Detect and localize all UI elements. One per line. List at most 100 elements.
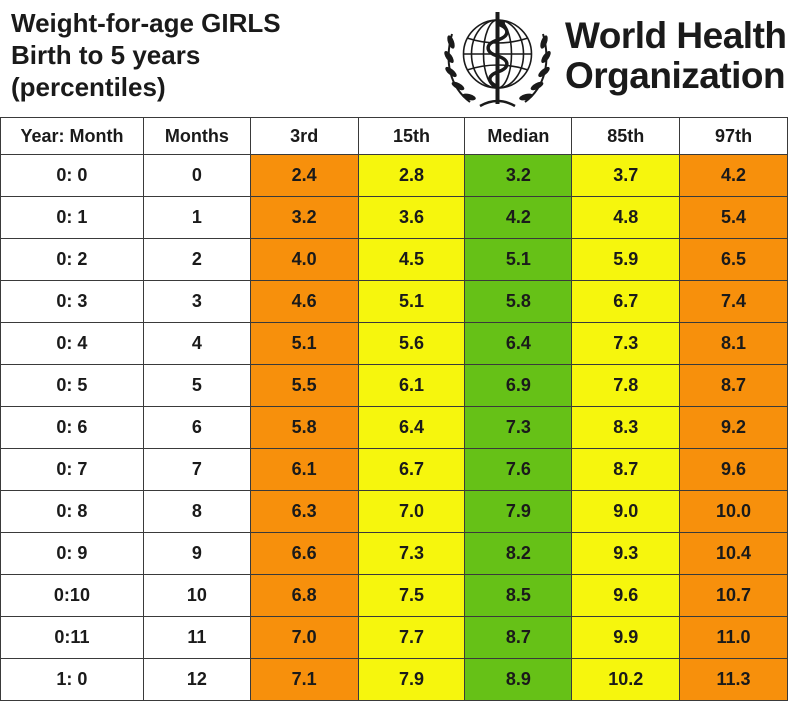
table-row: 0: 7 7 6.1 6.7 7.6 8.7 9.6	[0, 448, 788, 491]
column-header-year-month: Year: Month	[0, 117, 144, 155]
months-cell: 6	[142, 406, 251, 449]
p97-cell: 8.1	[679, 322, 788, 365]
title-line-3: (percentiles)	[11, 72, 166, 102]
p3-cell: 4.6	[249, 280, 359, 323]
median-cell: 4.2	[464, 196, 573, 239]
page-header: Weight-for-age GIRLS Birth to 5 years (p…	[0, 0, 788, 120]
p97-cell: 9.2	[679, 406, 788, 449]
p3-cell: 6.1	[249, 448, 359, 491]
who-emblem-icon	[444, 12, 551, 108]
year-month-cell: 0:11	[0, 616, 144, 659]
p15-cell: 7.0	[357, 490, 466, 533]
table-row: 0: 1 1 3.2 3.6 4.2 4.8 5.4	[0, 196, 788, 239]
p97-cell: 11.0	[679, 616, 788, 659]
p15-cell: 7.5	[357, 574, 466, 617]
p97-cell: 6.5	[679, 238, 788, 281]
p85-cell: 10.2	[571, 658, 681, 701]
p3-cell: 6.3	[249, 490, 359, 533]
p3-cell: 5.5	[249, 364, 359, 407]
p85-cell: 9.6	[571, 574, 681, 617]
table-row: 0: 2 2 4.0 4.5 5.1 5.9 6.5	[0, 238, 788, 281]
year-month-cell: 0: 4	[0, 322, 144, 365]
p15-cell: 6.7	[357, 448, 466, 491]
months-cell: 1	[142, 196, 251, 239]
months-cell: 7	[142, 448, 251, 491]
chart-title: Weight-for-age GIRLS Birth to 5 years (p…	[11, 7, 281, 103]
p97-cell: 11.3	[679, 658, 788, 701]
months-cell: 8	[142, 490, 251, 533]
p97-cell: 10.7	[679, 574, 788, 617]
median-cell: 8.2	[464, 532, 573, 575]
months-cell: 9	[142, 532, 251, 575]
p97-cell: 7.4	[679, 280, 788, 323]
p3-cell: 5.1	[249, 322, 359, 365]
year-month-cell: 0:10	[0, 574, 144, 617]
p15-cell: 6.1	[357, 364, 466, 407]
p3-cell: 5.8	[249, 406, 359, 449]
year-month-cell: 0: 3	[0, 280, 144, 323]
year-month-cell: 0: 2	[0, 238, 144, 281]
column-header-85th: 85th	[571, 117, 681, 155]
p85-cell: 7.8	[571, 364, 681, 407]
p15-cell: 2.8	[357, 154, 466, 197]
p3-cell: 3.2	[249, 196, 359, 239]
median-cell: 8.7	[464, 616, 573, 659]
table-row: 1: 0 12 7.1 7.9 8.9 10.2 11.3	[0, 658, 788, 701]
months-cell: 10	[142, 574, 251, 617]
months-cell: 12	[142, 658, 251, 701]
org-line-1: World Health	[565, 15, 787, 56]
column-header-15th: 15th	[357, 117, 466, 155]
p97-cell: 10.0	[679, 490, 788, 533]
table-row: 0: 9 9 6.6 7.3 8.2 9.3 10.4	[0, 532, 788, 575]
p97-cell: 9.6	[679, 448, 788, 491]
p3-cell: 6.8	[249, 574, 359, 617]
median-cell: 8.9	[464, 658, 573, 701]
p85-cell: 9.9	[571, 616, 681, 659]
year-month-cell: 0: 9	[0, 532, 144, 575]
p3-cell: 7.1	[249, 658, 359, 701]
column-header-median: Median	[464, 117, 573, 155]
months-cell: 2	[142, 238, 251, 281]
median-cell: 3.2	[464, 154, 573, 197]
table-row: 0:10 10 6.8 7.5 8.5 9.6 10.7	[0, 574, 788, 617]
p85-cell: 4.8	[571, 196, 681, 239]
year-month-cell: 1: 0	[0, 658, 144, 701]
p97-cell: 4.2	[679, 154, 788, 197]
column-header-3rd: 3rd	[249, 117, 359, 155]
year-month-cell: 0: 0	[0, 154, 144, 197]
p15-cell: 6.4	[357, 406, 466, 449]
p3-cell: 6.6	[249, 532, 359, 575]
months-cell: 5	[142, 364, 251, 407]
title-line-2: Birth to 5 years	[11, 40, 201, 70]
median-cell: 8.5	[464, 574, 573, 617]
p15-cell: 5.1	[357, 280, 466, 323]
p85-cell: 5.9	[571, 238, 681, 281]
p85-cell: 9.3	[571, 532, 681, 575]
median-cell: 7.3	[464, 406, 573, 449]
table-row: 0: 4 4 5.1 5.6 6.4 7.3 8.1	[0, 322, 788, 365]
table-row: 0: 5 5 5.5 6.1 6.9 7.8 8.7	[0, 364, 788, 407]
p3-cell: 4.0	[249, 238, 359, 281]
p85-cell: 8.3	[571, 406, 681, 449]
column-header-months: Months	[142, 117, 251, 155]
months-cell: 4	[142, 322, 251, 365]
organization-name: World Health Organization	[565, 16, 787, 96]
p97-cell: 10.4	[679, 532, 788, 575]
year-month-cell: 0: 5	[0, 364, 144, 407]
year-month-cell: 0: 7	[0, 448, 144, 491]
table-row: 0: 6 6 5.8 6.4 7.3 8.3 9.2	[0, 406, 788, 449]
months-cell: 11	[142, 616, 251, 659]
p85-cell: 7.3	[571, 322, 681, 365]
header-row: Year: Month Months 3rd 15th Median 85th …	[0, 117, 788, 155]
p15-cell: 3.6	[357, 196, 466, 239]
p3-cell: 7.0	[249, 616, 359, 659]
p85-cell: 9.0	[571, 490, 681, 533]
p85-cell: 8.7	[571, 448, 681, 491]
year-month-cell: 0: 8	[0, 490, 144, 533]
table-body: 0: 0 0 2.4 2.8 3.2 3.7 4.2 0: 1 1 3.2 3.6 4.2 4.8 5.4…	[0, 154, 788, 701]
p15-cell: 4.5	[357, 238, 466, 281]
p85-cell: 6.7	[571, 280, 681, 323]
median-cell: 5.8	[464, 280, 573, 323]
column-header-97th: 97th	[679, 117, 788, 155]
table-row: 0:11 11 7.0 7.7 8.7 9.9 11.0	[0, 616, 788, 659]
